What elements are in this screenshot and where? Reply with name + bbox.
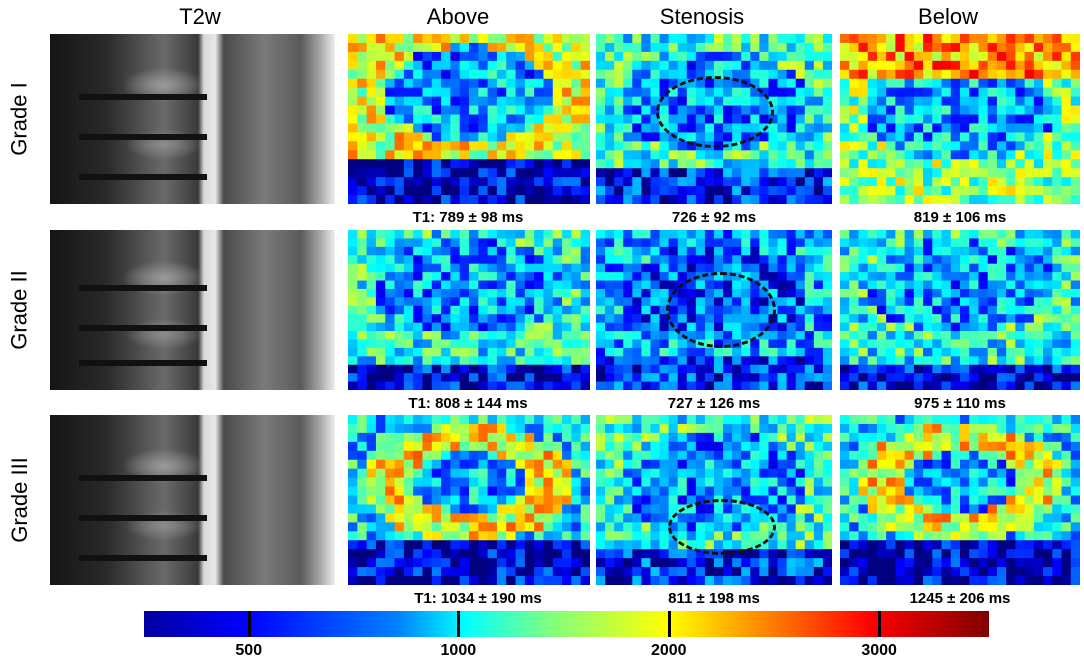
t1-map-stenosis-grade-3 (596, 415, 832, 585)
t1-value-stenosis-grade-2: 727 ± 126 ms (667, 395, 761, 412)
t1-map-pixels (348, 415, 590, 585)
t1-map-stenosis-grade-2 (596, 230, 832, 390)
stenosis-roi-ellipse (656, 76, 774, 148)
t1-map-below-grade-2 (840, 230, 1080, 390)
colorbar-tick-label: 1000 (440, 642, 477, 659)
t1-map-above-grade-3 (348, 415, 590, 585)
column-header-below: Below (918, 4, 978, 29)
colorbar-tick-label: 3000 (861, 642, 897, 659)
column-header-t2w: T2w (179, 4, 221, 29)
t1-map-pixels (840, 34, 1080, 204)
t1-map-below-grade-3 (840, 415, 1080, 585)
t1-map-pixels (840, 230, 1080, 390)
t1-map-pixels (348, 34, 590, 204)
colorbar-tick-label: 500 (235, 642, 263, 659)
t1-value-below-grade-2: 975 ± 110 ms (914, 395, 1006, 412)
t1-value-above-grade-3: T1: 1034 ± 190 ms (414, 590, 542, 607)
column-header-above: Above (426, 4, 490, 29)
t1-map-above-grade-1 (348, 34, 590, 204)
t2w-image-grade-3 (50, 415, 335, 585)
t1-value-below-grade-3: 1245 ± 206 ms (909, 590, 1011, 607)
t1-value-above-grade-2: T1: 808 ± 144 ms (408, 395, 528, 412)
t1-value-above-grade-1: T1: 789 ± 98 ms (412, 209, 524, 226)
t1-value-below-grade-1: 819 ± 106 ms (913, 209, 1007, 226)
t1-colorbar (144, 611, 989, 637)
t1-map-above-grade-2 (348, 230, 590, 390)
row-label-grade-1: Grade I (7, 82, 32, 156)
row-label-grade-3: Grade III (7, 457, 32, 543)
colorbar-tick (878, 611, 882, 637)
t2w-image-grade-2 (50, 230, 335, 390)
t1-map-below-grade-1 (840, 34, 1080, 204)
t1-map-pixels (840, 415, 1080, 585)
colorbar-tick (247, 611, 251, 637)
t1-value-stenosis-grade-3: 811 ± 198 ms (668, 590, 760, 607)
t1-map-pixels (596, 415, 832, 585)
t1-value-stenosis-grade-1: 726 ± 92 ms (671, 209, 757, 226)
colorbar-tick-label: 2000 (650, 642, 687, 659)
t1-map-stenosis-grade-1 (596, 34, 832, 204)
stenosis-roi-ellipse (668, 499, 776, 555)
colorbar-tick (457, 611, 461, 637)
column-header-stenosis: Stenosis (659, 4, 745, 29)
t1-map-pixels (348, 230, 590, 390)
t2w-image-grade-1 (50, 34, 335, 204)
stenosis-roi-ellipse (666, 272, 776, 348)
colorbar-tick (667, 611, 671, 637)
row-label-grade-2: Grade II (7, 270, 33, 350)
